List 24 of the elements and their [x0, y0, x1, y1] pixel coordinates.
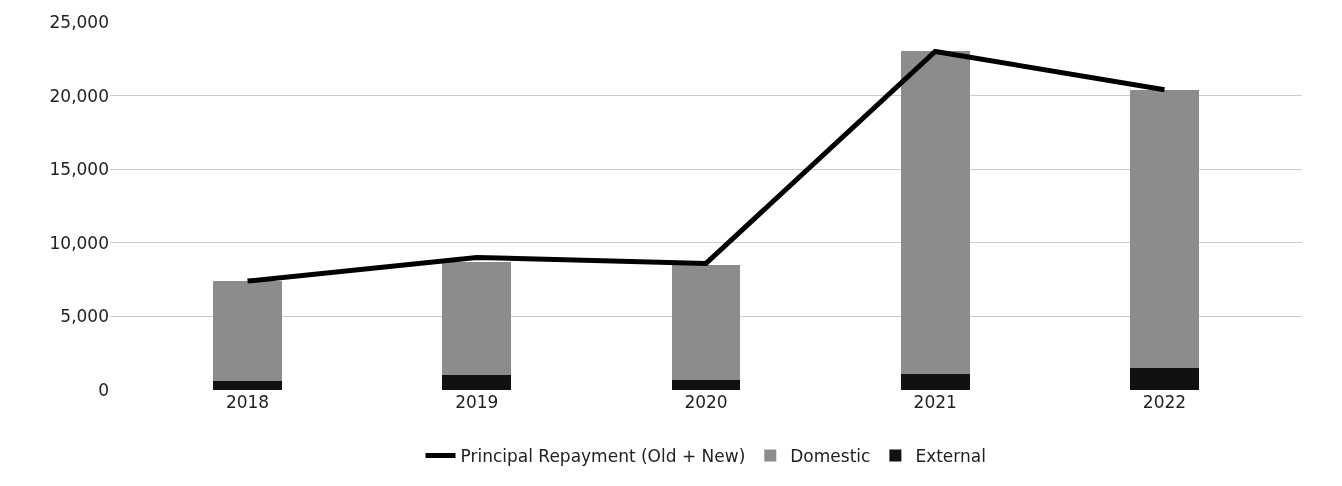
legend-label: Principal Repayment (Old + New)	[460, 446, 746, 467]
bar	[213, 381, 282, 390]
bar	[442, 261, 512, 376]
y-tick-label: 20,000	[49, 85, 109, 106]
y-tick-label: 0	[98, 379, 109, 400]
y-tick-label: 10,000	[49, 232, 109, 253]
x-tick-label: 2021	[913, 392, 957, 412]
bar	[213, 281, 282, 382]
bar	[1130, 367, 1199, 390]
x-tick-label: 2019	[455, 392, 499, 412]
y-tick-label: 5,000	[60, 306, 109, 327]
x-tick-label: 2020	[684, 392, 728, 412]
y-tick-label: 15,000	[49, 159, 109, 180]
bar	[442, 375, 512, 390]
y-tick-label: 25,000	[49, 11, 109, 32]
legend-label: Domestic	[790, 446, 871, 467]
bar	[1130, 89, 1199, 368]
bar	[900, 373, 970, 390]
bar	[671, 264, 741, 380]
x-tick-label: 2022	[1142, 392, 1187, 412]
bar	[671, 379, 741, 390]
legend-label: External	[915, 446, 986, 467]
bar	[900, 51, 970, 374]
x-tick-label: 2018	[225, 392, 270, 412]
